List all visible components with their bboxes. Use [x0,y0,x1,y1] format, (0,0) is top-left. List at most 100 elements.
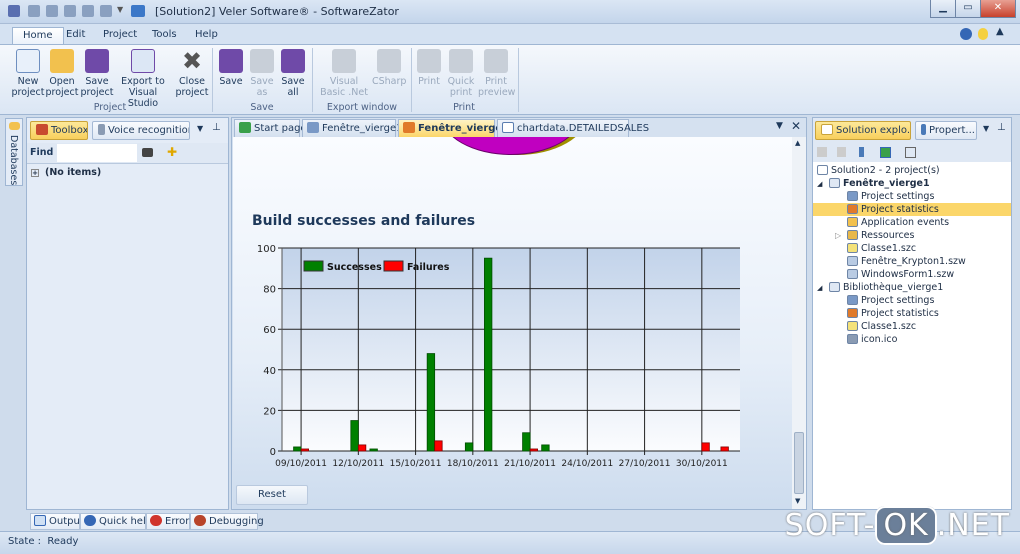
close-document-icon[interactable]: ✕ [791,119,802,133]
window-file-icon [847,256,858,266]
bottom-tab-quick-help[interactable]: Quick help [80,513,152,530]
export-visual-studio-button[interactable]: Export to Visual Studio [114,49,172,109]
doc-tab-fenetre-modified[interactable]: Fenêtre_vierge1* [302,119,407,137]
expanded-arrow-icon[interactable]: ◢ [817,180,823,188]
paste-icon[interactable] [46,5,58,17]
panel-menu-icon[interactable]: ▼ [197,124,204,133]
collapsed-arrow-icon[interactable]: ▷ [835,231,842,240]
solution-tree: Solution2 - 2 project(s) ◢ Fenêtre_vierge1… [813,164,1011,346]
binoculars-icon[interactable] [142,148,153,157]
bottom-tab-errors[interactable]: Errors [146,513,195,530]
tree-item[interactable]: Project statistics [813,203,1011,216]
tree-item[interactable]: Application events [813,216,1011,229]
collapse-ribbon-icon[interactable]: ▲ [996,26,1004,37]
start-page-icon [239,122,251,133]
pie-chart-fragment [441,137,581,155]
tab-tools[interactable]: Tools [152,29,177,40]
tree-item[interactable]: WindowsForm1.szw [813,268,1011,281]
tip-bulb-icon[interactable] [978,28,988,40]
tree-item[interactable]: ▷ Ressources [813,229,1011,242]
save-button[interactable]: Save [216,49,246,87]
customize-quick-access-icon[interactable]: ▼ [117,5,124,14]
close-button[interactable]: ✕ [980,0,1016,18]
pin-icon[interactable]: ⊥ [212,122,221,133]
tab-project[interactable]: Project [103,29,138,40]
quick-print-button[interactable]: Quick print [446,49,476,98]
redo-icon[interactable] [100,5,112,17]
help-icon[interactable] [960,28,972,40]
tree-item[interactable]: Fenêtre_Krypton1.szw [813,255,1011,268]
vb-file-icon [332,49,356,73]
save-all-button[interactable]: Save all [279,49,307,98]
refresh-icon[interactable] [880,147,891,158]
tab-solution-explorer[interactable]: Solution explo... [815,121,911,140]
window-file-icon [307,122,319,133]
tree-item[interactable]: Project settings [813,294,1011,307]
label: Bibliothèque_vierge1 [843,282,944,293]
tab-edit[interactable]: Edit [66,29,86,40]
doc-tab-fenetre-statistics[interactable]: Fenêtre_vierge1 [398,119,509,137]
bottom-tab-output[interactable]: Output [30,513,84,530]
divider [212,48,213,112]
tree-item[interactable]: Project statistics [813,307,1011,320]
pin-icon[interactable]: ⊥ [997,122,1006,133]
scroll-up-icon[interactable]: ▲ [795,139,801,147]
doc-tab-start-page[interactable]: Start page [234,119,307,137]
tree-item[interactable]: icon.ico [813,333,1011,346]
bottom-tab-debugging[interactable]: Debugging [190,513,264,530]
group-label-print: Print [453,102,475,113]
toolbox-icon [36,124,48,135]
scrollbar-thumb[interactable] [794,432,804,494]
new-file-icon[interactable] [837,147,846,157]
cut-icon[interactable] [64,5,76,17]
minimize-button[interactable]: ▁ [930,0,956,18]
databases-side-tab[interactable]: Databases [5,118,23,186]
expanded-arrow-icon[interactable]: ◢ [817,284,823,292]
close-project-button[interactable]: ✖ Close project [174,49,210,98]
tab-properties[interactable]: Propert... [915,121,977,140]
expand-icon[interactable]: + [31,169,39,177]
no-items-row[interactable]: + (No items) [31,166,101,179]
new-project-button[interactable]: New project [10,49,46,98]
tree-item[interactable]: Project settings [813,190,1011,203]
print-button[interactable]: Print [414,49,444,87]
vertical-scrollbar[interactable]: ▲ ▼ [792,137,806,509]
find-input[interactable] [57,144,137,162]
tree-item[interactable]: ◢ Bibliothèque_vierge1 [813,281,1011,294]
open-project-button[interactable]: Open project [45,49,79,98]
label: Debugging [209,516,264,527]
y-tick-label: 100 [257,244,276,255]
app-icon [8,5,20,17]
y-tick-label: 60 [263,325,276,336]
tree-item[interactable]: Solution2 - 2 project(s) [813,164,1011,177]
doc-tab-chartdata[interactable]: chartdata.DETAILEDSALES [497,119,649,137]
add-icon[interactable]: ✚ [167,145,178,159]
legend-label: Successes [327,262,382,273]
reset-button[interactable]: Reset [236,485,308,505]
doc-list-icon[interactable]: ▼ [776,121,783,131]
tree-item[interactable]: Classe1.szc [813,242,1011,255]
undo-icon[interactable] [82,5,94,17]
export-vb-button[interactable]: Visual Basic .Net [316,49,372,98]
project-icon [829,282,840,292]
copy-icon[interactable] [28,5,40,17]
new-folder-icon[interactable] [817,147,827,157]
properties-icon[interactable] [859,147,864,157]
tab-home[interactable]: Home [12,27,64,45]
maximize-button[interactable]: ▭ [955,0,981,18]
save-as-button[interactable]: Save as [248,49,276,98]
print-preview-button[interactable]: Print preview [478,49,515,98]
tab-help[interactable]: Help [195,29,218,40]
scroll-down-icon[interactable]: ▼ [795,497,801,505]
window-title: [Solution2] Veler Software® - SoftwareZa… [155,5,399,18]
label: Print [418,76,440,87]
export-csharp-button[interactable]: CSharp [372,49,406,87]
save-project-button[interactable]: Save project [80,49,114,98]
tab-toolbox[interactable]: Toolbox [30,121,88,140]
panel-menu-icon[interactable]: ▼ [983,124,990,133]
x-tick-label: 24/10/2011 [561,459,613,469]
tree-item[interactable]: ◢ Fenêtre_vierge1 [813,177,1011,190]
tree-item[interactable]: Classe1.szc [813,320,1011,333]
tab-voice-recognition[interactable]: Voice recognition [92,121,190,140]
add-item-icon[interactable] [905,147,916,158]
